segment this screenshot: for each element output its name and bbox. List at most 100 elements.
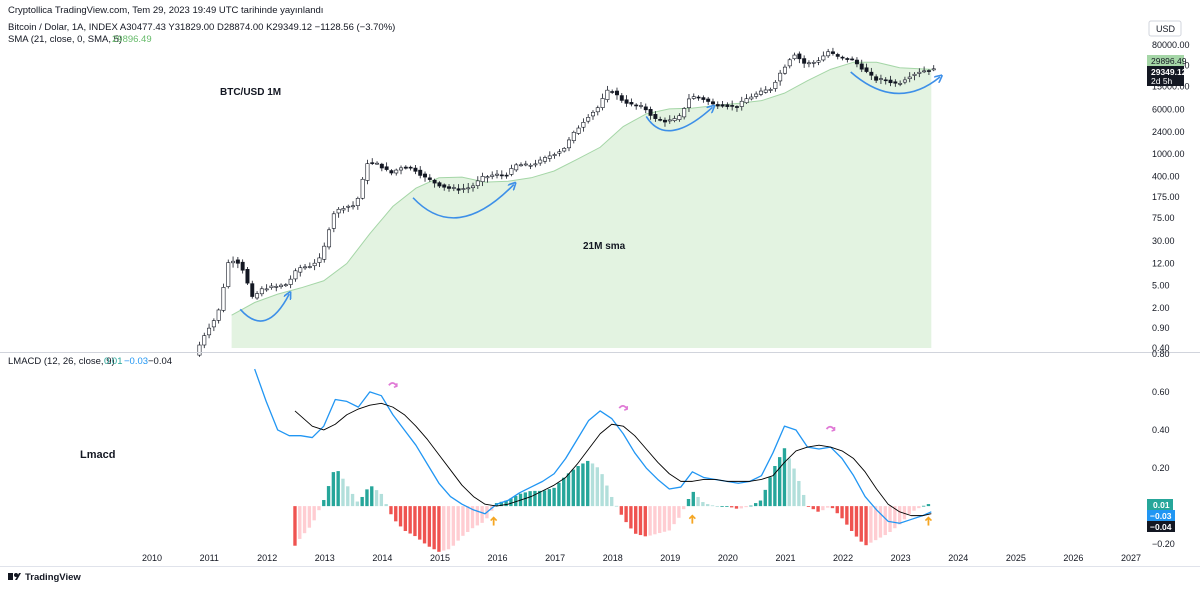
candle-body [264, 288, 269, 291]
histogram-bar [514, 495, 518, 507]
histogram-bar [571, 469, 575, 507]
candle-body [619, 95, 624, 101]
candle-body [413, 167, 418, 172]
histogram-bar [456, 506, 460, 541]
histogram-bar [403, 506, 408, 531]
histogram-bar [389, 506, 393, 515]
time-axis-tick: 2025 [1006, 553, 1026, 563]
price-axis-tick: 75.00 [1152, 213, 1175, 223]
macd-legend-macd: −0.03 [124, 356, 148, 367]
candle-body [303, 266, 308, 269]
histogram-bar [730, 506, 734, 508]
candle-body [437, 182, 442, 187]
histogram-bar [576, 466, 580, 507]
candle-body [346, 205, 351, 208]
histogram-bar [859, 506, 863, 542]
tradingview-logo-icon [8, 573, 21, 580]
candle-body [677, 115, 682, 120]
histogram-bar [610, 496, 614, 507]
time-axis-tick: 2019 [660, 553, 680, 563]
time-axis-tick: 2027 [1121, 553, 1141, 563]
close-price-badge [1147, 66, 1184, 86]
histogram-bar [753, 503, 758, 507]
histogram-bar [739, 506, 743, 509]
time-axis-tick: 2022 [833, 553, 853, 563]
histogram-bar [605, 485, 609, 507]
histogram-bar [331, 472, 336, 507]
candle-body [816, 60, 821, 63]
histogram-bar [883, 506, 887, 536]
histogram-bar [614, 505, 619, 507]
candle-body [878, 78, 883, 80]
candle-body [787, 59, 792, 67]
hist-badge-text: 0.01 [1153, 500, 1170, 510]
candle-body [322, 245, 327, 260]
histogram-bar [811, 506, 815, 510]
candle-body [768, 89, 773, 91]
candle-body [499, 174, 504, 177]
time-axis-tick: 2023 [891, 553, 911, 563]
currency-button[interactable] [1148, 20, 1182, 37]
candle-body [403, 166, 408, 169]
pink-arrowhead-icon [393, 383, 398, 388]
candle-body [586, 117, 591, 122]
candle-body [686, 98, 691, 108]
histogram-bar [658, 506, 662, 534]
candle-body [336, 208, 341, 214]
histogram-bar [744, 506, 748, 508]
histogram-bar [691, 491, 695, 507]
candle-body [730, 105, 735, 107]
histogram-bar [792, 468, 796, 507]
candle-body [370, 162, 375, 164]
histogram-bar [336, 471, 340, 507]
candle-body [859, 63, 864, 70]
histogram-bar [749, 505, 753, 507]
symbol-line: Bitcoin / Dolar, 1A, INDEX A30477.43 Y31… [8, 22, 395, 33]
histogram-bar [370, 486, 374, 507]
candle-body [883, 79, 888, 82]
histogram-bar [475, 506, 480, 526]
price-axis-tick: 2.00 [1152, 303, 1170, 313]
candle-body [384, 166, 389, 170]
candle-body [360, 178, 365, 199]
candle-body [485, 176, 490, 179]
price-axis-tick: 15000.00 [1152, 82, 1190, 92]
blue-curved-arrow [645, 107, 712, 132]
macd-badge-text: −0.03 [1150, 511, 1172, 521]
histogram-bar [634, 506, 638, 534]
histogram-bar [322, 500, 326, 507]
macd-axis-tick: 0.40 [1152, 425, 1170, 435]
time-axis-tick: 2011 [200, 553, 219, 563]
candle-body [696, 96, 701, 99]
price-pane[interactable]: 80000.0035000.0015000.006000.002400.0010… [197, 40, 1190, 357]
time-axis-tick: 2020 [718, 553, 738, 563]
histogram-bar [672, 506, 676, 525]
candle-body [605, 89, 610, 100]
candle-body [307, 266, 312, 268]
histogram-bar [566, 473, 571, 507]
candle-body [931, 68, 936, 71]
candle-body [639, 105, 643, 107]
candle-body [653, 114, 658, 119]
candle-body [898, 83, 903, 85]
candle-body [279, 284, 284, 287]
histogram-bar [418, 506, 422, 540]
price-axis-tick: 6000.00 [1152, 104, 1185, 114]
candle-body [197, 344, 202, 356]
macd-pane[interactable]: 0.80 0.60 0.40 0.20 −0.20 [254, 349, 1175, 552]
candle-body [211, 320, 216, 328]
histogram-bar [523, 492, 528, 507]
candle-body [231, 260, 236, 264]
candle-body [514, 164, 519, 171]
histogram-bar [873, 506, 878, 541]
tradingview-logo-text: TradingView [25, 572, 81, 583]
histogram-bar [312, 506, 316, 521]
histogram-bar [893, 506, 897, 529]
histogram-bar [888, 506, 892, 533]
candle-body [864, 67, 869, 72]
candle-body [442, 184, 447, 188]
candle-body [624, 99, 629, 104]
candle-body [763, 89, 768, 93]
histogram-bar [379, 493, 384, 507]
